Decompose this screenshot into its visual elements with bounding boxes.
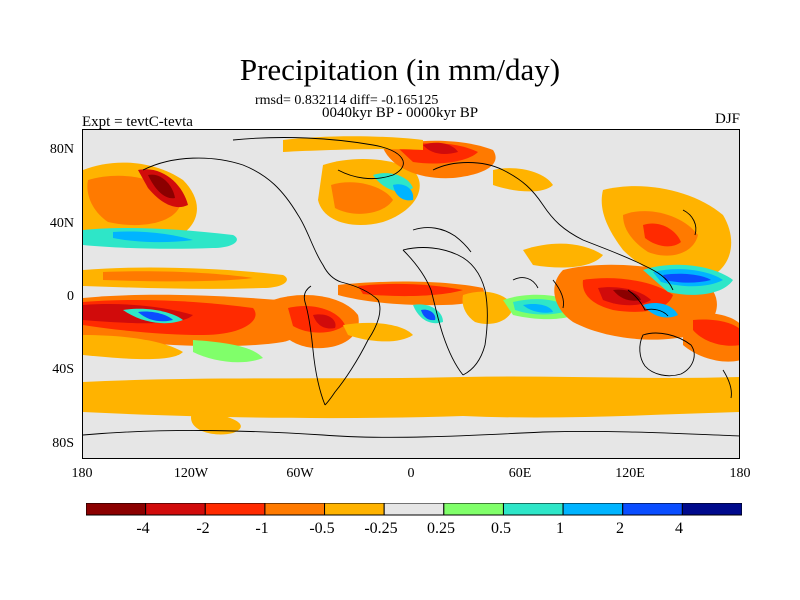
lon-label-60e: 60E	[508, 466, 532, 481]
precipitation-map	[82, 129, 740, 459]
legend-label-4: -0.5	[309, 520, 335, 537]
stats-text: rmsd= 0.832114 diff= -0.165125	[255, 93, 439, 108]
lon-label-180e: 180	[729, 466, 751, 481]
south-america-anomaly	[272, 281, 484, 349]
legend-box-4	[264, 503, 326, 516]
tropical-pacific-anomaly	[83, 267, 314, 363]
lat-label-0: 0	[67, 289, 74, 304]
legend-box-5	[324, 503, 385, 516]
coastlines	[83, 137, 739, 438]
legend-label-5: -0.25	[364, 520, 398, 537]
legend-box-2	[145, 503, 206, 516]
legend-box-7	[443, 503, 504, 516]
map-canvas	[83, 130, 739, 458]
season-label: DJF	[714, 111, 740, 127]
legend-box-1	[86, 503, 147, 516]
legend-label-8: 1	[556, 520, 564, 537]
north-atlantic-anomaly	[283, 136, 553, 226]
legend-box-11	[681, 503, 742, 516]
lat-label-80n: 80N	[49, 142, 74, 157]
lat-label-40n: 40N	[49, 216, 74, 231]
legend-label-3: -1	[255, 520, 269, 537]
legend-label-2: -2	[196, 520, 210, 537]
legend-label-7: 0.5	[491, 520, 511, 537]
legend-label-1: -4	[136, 520, 150, 537]
legend-box-3	[204, 503, 266, 516]
experiment-label: Expt = tevtC-tevta	[82, 114, 193, 130]
lat-label-80s: 80S	[52, 436, 74, 451]
legend-box-9	[562, 503, 624, 516]
legend-label-10: 4	[675, 520, 683, 537]
lon-label-0: 0	[407, 466, 415, 481]
period-text: 0040kyr BP - 0000kyr BP	[322, 105, 479, 121]
legend-label-9: 2	[616, 520, 624, 537]
legend-box-6	[383, 503, 445, 516]
map-title: Precipitation (in mm/day)	[239, 52, 561, 87]
legend-box-10	[622, 503, 683, 516]
color-legend	[86, 503, 742, 516]
lon-label-120e: 120E	[615, 466, 645, 481]
lon-label-120w: 120W	[173, 466, 209, 481]
legend-label-6: 0.25	[427, 520, 455, 537]
lat-label-40s: 40S	[52, 362, 74, 377]
north-pacific-anomaly	[83, 162, 237, 249]
west-pacific-anomaly	[554, 186, 739, 362]
southern-band	[83, 376, 739, 435]
legend-box-8	[502, 503, 564, 516]
lon-label-180w: 180	[71, 466, 93, 481]
lon-label-60w: 60W	[286, 466, 314, 481]
